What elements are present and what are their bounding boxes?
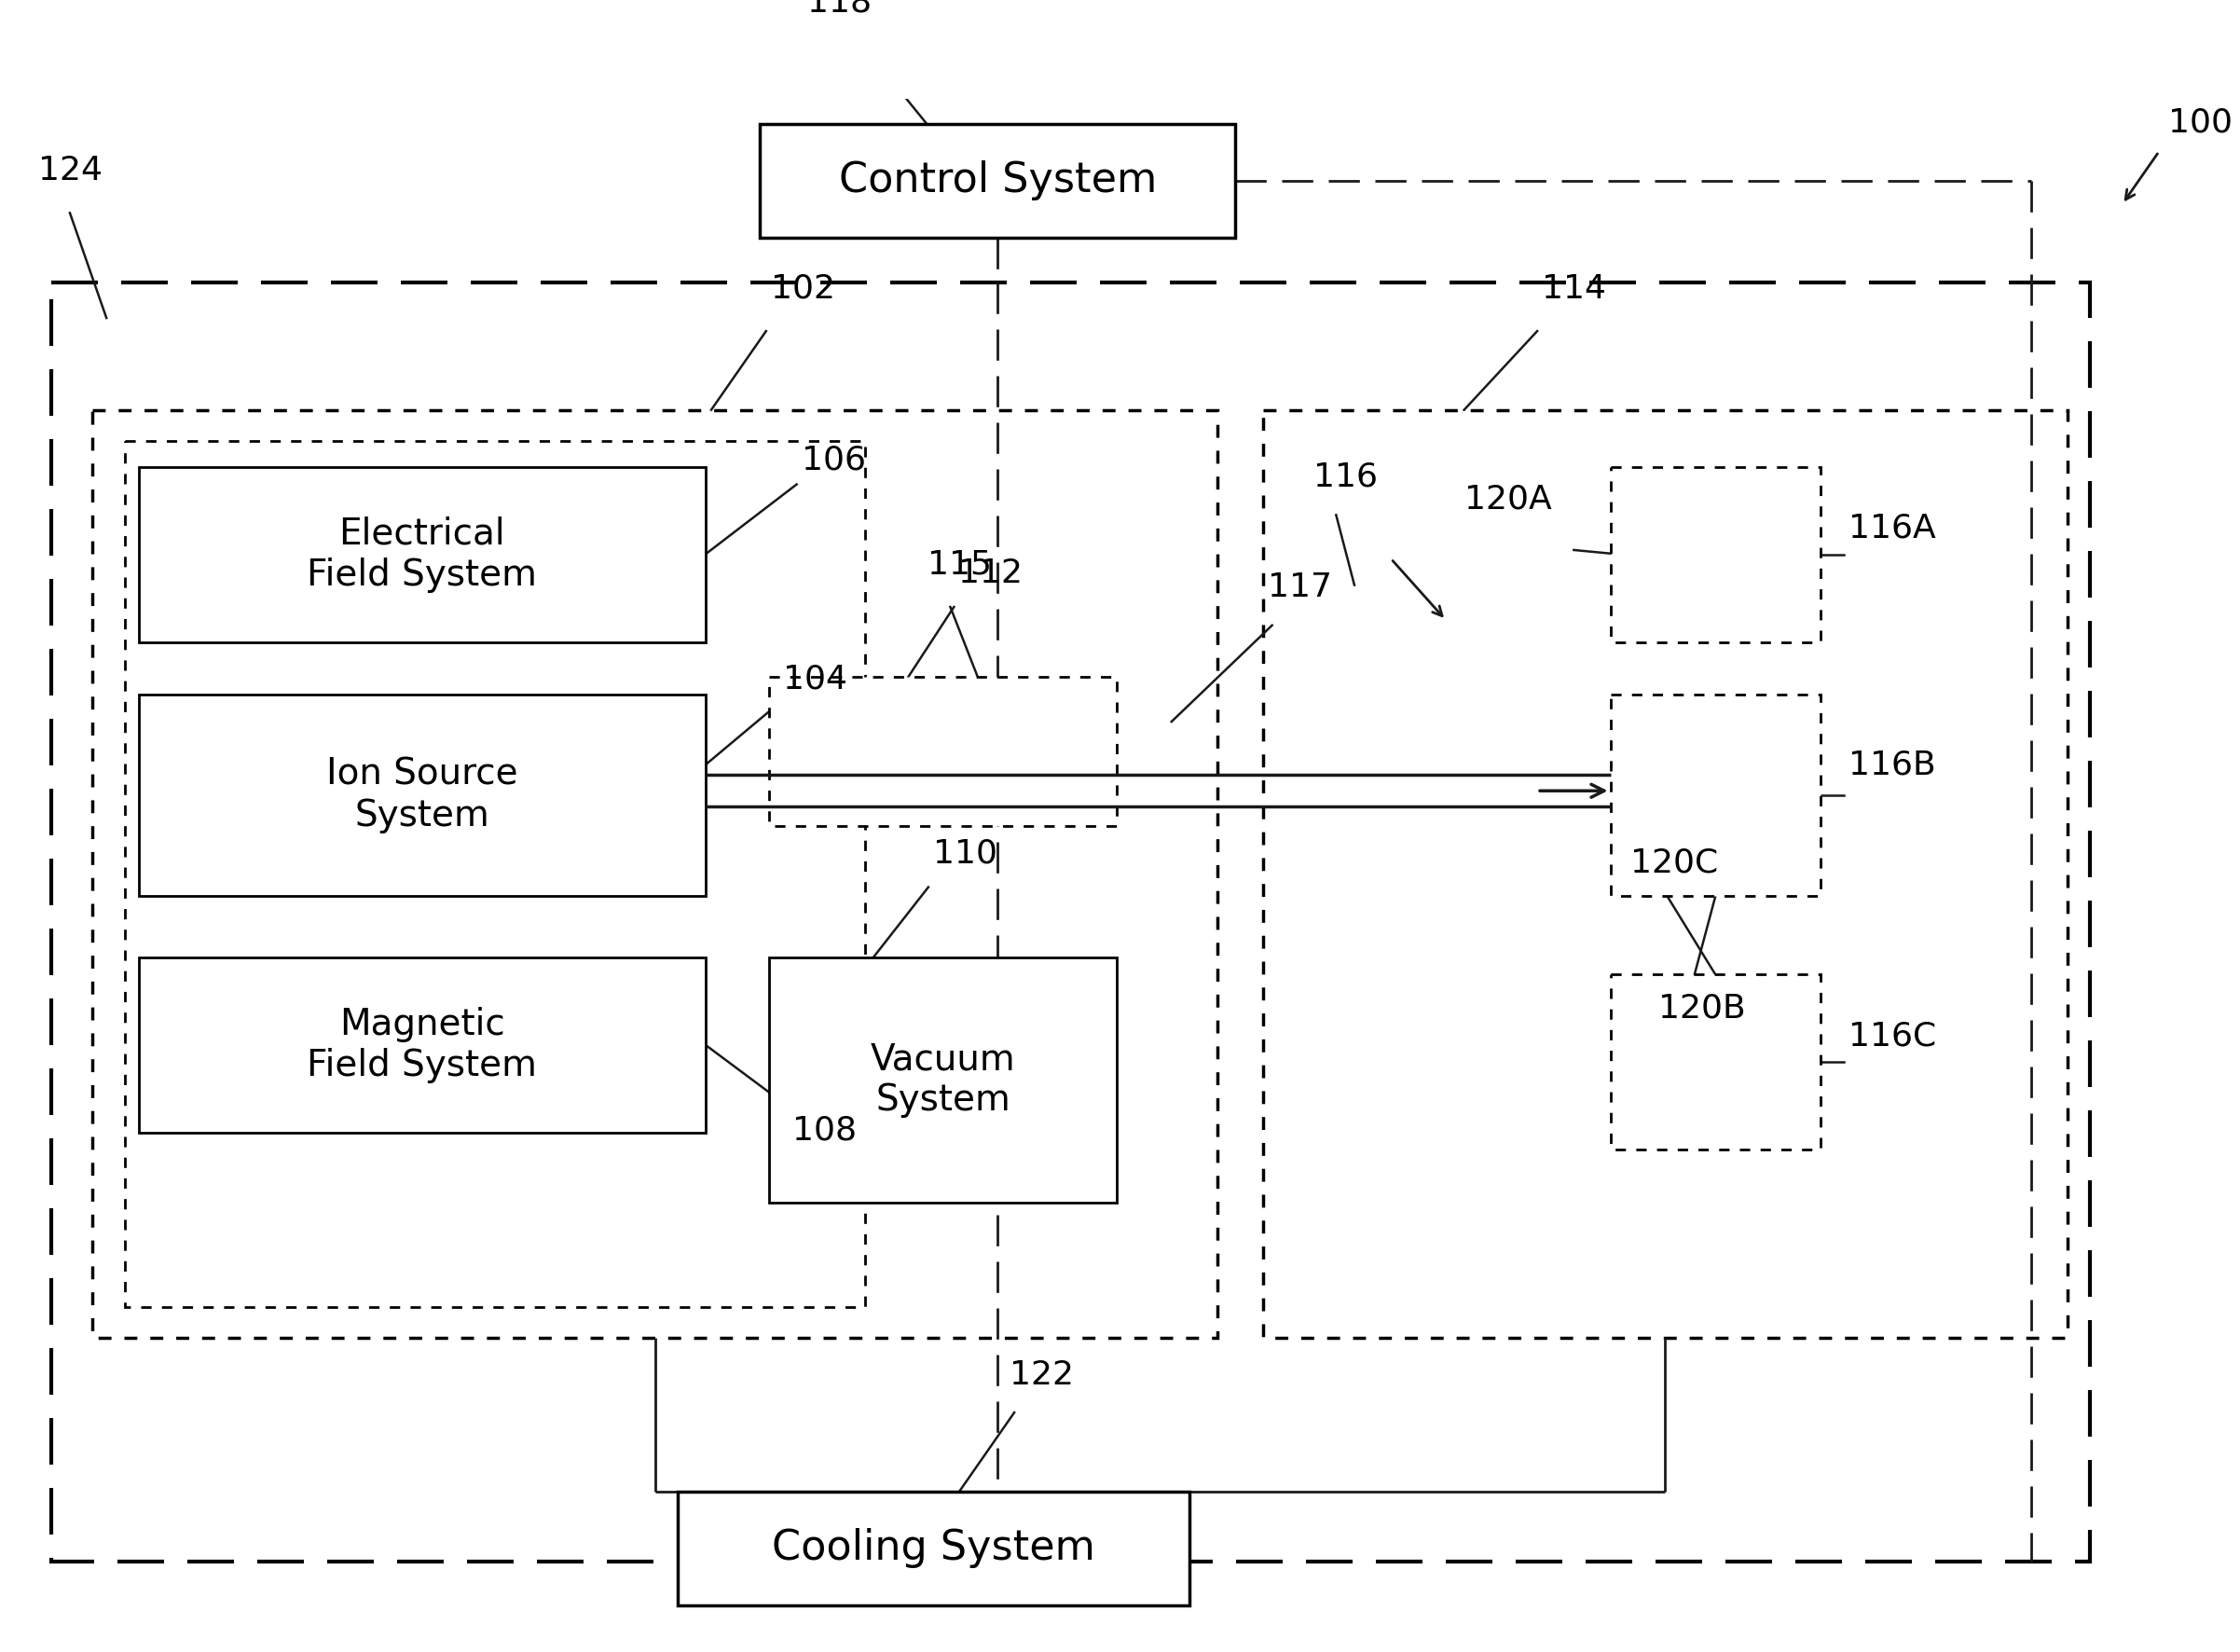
Text: Control System: Control System: [838, 160, 1156, 200]
Text: 102: 102: [771, 273, 836, 306]
Text: 118: 118: [806, 0, 871, 18]
Text: 120B: 120B: [1658, 993, 1745, 1024]
Text: 117: 117: [1268, 572, 1333, 603]
Text: Magnetic
Field System: Magnetic Field System: [307, 1006, 538, 1084]
Text: 116A: 116A: [1848, 512, 1935, 544]
Bar: [1611, 694, 1821, 895]
Bar: [139, 468, 706, 643]
Bar: [768, 957, 1118, 1203]
Bar: [1611, 975, 1821, 1150]
Text: 124: 124: [38, 155, 103, 187]
Text: 106: 106: [802, 444, 865, 476]
Bar: [92, 410, 1216, 1338]
Text: 100: 100: [2168, 107, 2233, 139]
Bar: [679, 1492, 1189, 1606]
Bar: [139, 694, 706, 895]
Text: Vacuum
System: Vacuum System: [871, 1041, 1015, 1118]
Text: 116: 116: [1313, 461, 1378, 492]
Text: Cooling System: Cooling System: [773, 1528, 1095, 1568]
Bar: [125, 441, 865, 1307]
Text: 116C: 116C: [1848, 1021, 1935, 1052]
Text: Ion Source
System: Ion Source System: [327, 757, 517, 833]
Bar: [768, 677, 1118, 826]
Text: 114: 114: [1541, 273, 1606, 306]
Text: 104: 104: [784, 662, 847, 695]
Bar: [1263, 410, 2068, 1338]
Text: 122: 122: [1010, 1360, 1073, 1391]
Text: 115: 115: [927, 548, 992, 580]
Text: 108: 108: [793, 1115, 856, 1146]
Bar: [1611, 468, 1821, 643]
Text: 116B: 116B: [1848, 748, 1935, 781]
Text: 120A: 120A: [1465, 484, 1552, 515]
Text: Electrical
Field System: Electrical Field System: [307, 515, 538, 593]
Bar: [52, 282, 2090, 1561]
Text: 110: 110: [932, 838, 997, 869]
Bar: [759, 124, 1236, 238]
Bar: [139, 957, 706, 1132]
Text: 112: 112: [959, 558, 1024, 590]
Text: 120C: 120C: [1631, 847, 1718, 879]
